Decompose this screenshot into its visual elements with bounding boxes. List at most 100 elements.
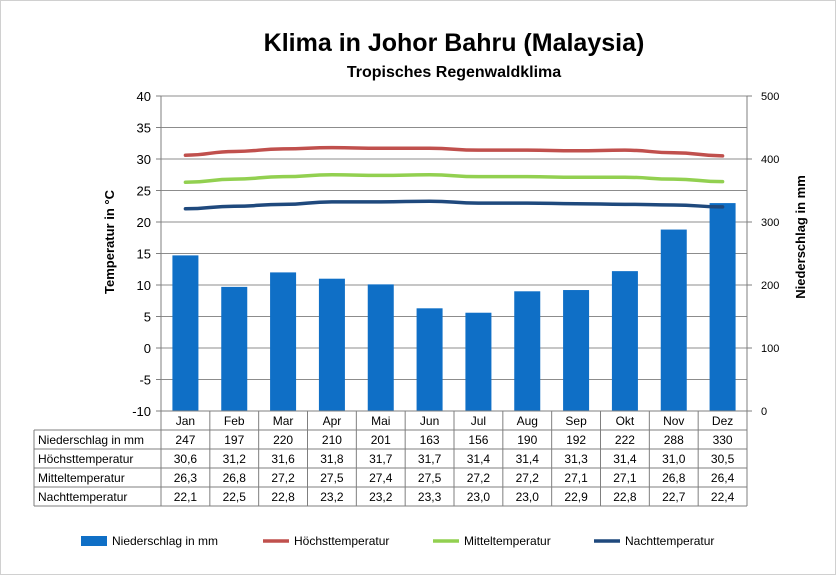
y-tick-label-left: -5 — [139, 373, 151, 388]
y-tick-label-left: 5 — [144, 310, 151, 325]
table-cell: 163 — [420, 433, 440, 447]
y-tick-label-right: 400 — [761, 154, 779, 166]
table-cell: 31,4 — [467, 452, 491, 466]
table-cell: 27,4 — [369, 471, 393, 485]
table-cell: 197 — [224, 433, 244, 447]
table-cell: 27,1 — [564, 471, 588, 485]
x-tick-label: Jun — [420, 414, 439, 428]
table-cell: 23,3 — [418, 490, 442, 504]
table-cell: 22,4 — [711, 490, 735, 504]
table-cell: 247 — [175, 433, 195, 447]
gridlines — [161, 95, 747, 412]
y-tick-label-left: 30 — [137, 152, 151, 167]
precipitation-bar — [563, 290, 590, 411]
x-tick-label: Aug — [517, 414, 538, 428]
table-cell: 31,0 — [662, 452, 686, 466]
precipitation-bar — [611, 271, 638, 411]
precipitation-bar — [465, 312, 492, 411]
y-tick-label-right: 500 — [761, 91, 779, 103]
y-tick-label-right: 300 — [761, 217, 779, 229]
x-tick-label: Mar — [273, 414, 294, 428]
chart-title: Klima in Johor Bahru (Malaysia) — [264, 29, 645, 57]
table-cell: 222 — [615, 433, 635, 447]
precipitation-bar — [660, 229, 687, 411]
y-tick-label-left: 25 — [137, 184, 151, 199]
y-tick-label-left: 10 — [137, 278, 151, 293]
table-row-label: Niederschlag in mm — [38, 433, 144, 447]
table-cell: 23,2 — [320, 490, 344, 504]
x-tick-label: Jul — [471, 414, 486, 428]
table-cell: 22,8 — [271, 490, 295, 504]
table-cell: 26,4 — [711, 471, 735, 485]
table-cell: 23,2 — [369, 490, 393, 504]
x-tick-label: Sep — [565, 414, 587, 428]
y-tick-label-left: 35 — [137, 121, 151, 136]
table-cell: 31,4 — [613, 452, 637, 466]
table-cell: 220 — [273, 433, 293, 447]
table-cell: 27,2 — [271, 471, 295, 485]
table-cell: 201 — [371, 433, 391, 447]
y-tick-label-left: -10 — [132, 404, 151, 419]
temperature-lines — [183, 145, 725, 211]
table-cell: 22,1 — [174, 490, 198, 504]
x-tick-label: Jan — [176, 414, 195, 428]
table-cell: 22,8 — [613, 490, 637, 504]
legend-swatch-bar — [81, 536, 107, 546]
precipitation-bar — [514, 291, 541, 411]
y-tick-label-left: 15 — [137, 247, 151, 262]
y-tick-label-left: 0 — [144, 341, 151, 356]
table-cell: 23,0 — [516, 490, 540, 504]
y-tick-label-right: 0 — [761, 406, 767, 418]
table-cell: 31,7 — [369, 452, 393, 466]
table-row-label: Höchsttemperatur — [38, 452, 133, 466]
nachttemperaturline — [183, 199, 725, 211]
x-tick-label: Feb — [224, 414, 245, 428]
precipitation-bar — [318, 278, 345, 411]
precipitation-bar — [221, 286, 248, 411]
table-cell: 23,0 — [467, 490, 491, 504]
table-cell: 31,7 — [418, 452, 442, 466]
table-cell: 31,4 — [516, 452, 540, 466]
precipitation-bar — [709, 203, 736, 411]
x-tick-label: Nov — [663, 414, 684, 428]
table-cell: 27,2 — [516, 471, 540, 485]
chart-subtitle: Tropisches Regenwaldklima — [347, 64, 561, 81]
table-cell: 22,9 — [564, 490, 588, 504]
table-cell: 31,3 — [564, 452, 588, 466]
table-cell: 288 — [664, 433, 684, 447]
table-cell: 192 — [566, 433, 586, 447]
table-cell: 26,8 — [662, 471, 686, 485]
table-cell: 190 — [517, 433, 537, 447]
y-axis-right-title: Niederschlag in mm — [793, 175, 808, 299]
h-chsttemperaturline — [183, 145, 725, 158]
table-cell: 156 — [468, 433, 488, 447]
precipitation-bar — [416, 308, 443, 411]
table-cell: 26,8 — [223, 471, 247, 485]
y-tick-label-left: 20 — [137, 215, 151, 230]
precipitation-bar — [172, 255, 199, 411]
table-cell: 27,2 — [467, 471, 491, 485]
precipitation-bar — [270, 272, 297, 411]
legend-label: Nachttemperatur — [625, 534, 714, 548]
table-cell: 210 — [322, 433, 342, 447]
legend-label: Mitteltemperatur — [464, 534, 551, 548]
x-tick-label: Okt — [616, 414, 635, 428]
table-cell: 26,3 — [174, 471, 198, 485]
x-tick-label: Dez — [712, 414, 733, 428]
y-tick-label-right: 100 — [761, 343, 779, 355]
legend-label: Höchsttemperatur — [294, 534, 389, 548]
table-cell: 27,1 — [613, 471, 637, 485]
y-tick-label-right: 200 — [761, 280, 779, 292]
precipitation-bar — [367, 284, 394, 411]
x-tick-label: Apr — [323, 414, 342, 428]
data-table: Jan Feb Mar Apr Mai Jun Jul Aug Sep Okt Nov Dez Nied… — [33, 410, 748, 507]
table-cell: 330 — [713, 433, 733, 447]
x-tick-label: Mai — [371, 414, 390, 428]
y-tick-label-left: 40 — [137, 89, 151, 104]
table-cell: 27,5 — [418, 471, 442, 485]
legend-label: Niederschlag in mm — [112, 534, 218, 548]
table-cell: 30,5 — [711, 452, 735, 466]
